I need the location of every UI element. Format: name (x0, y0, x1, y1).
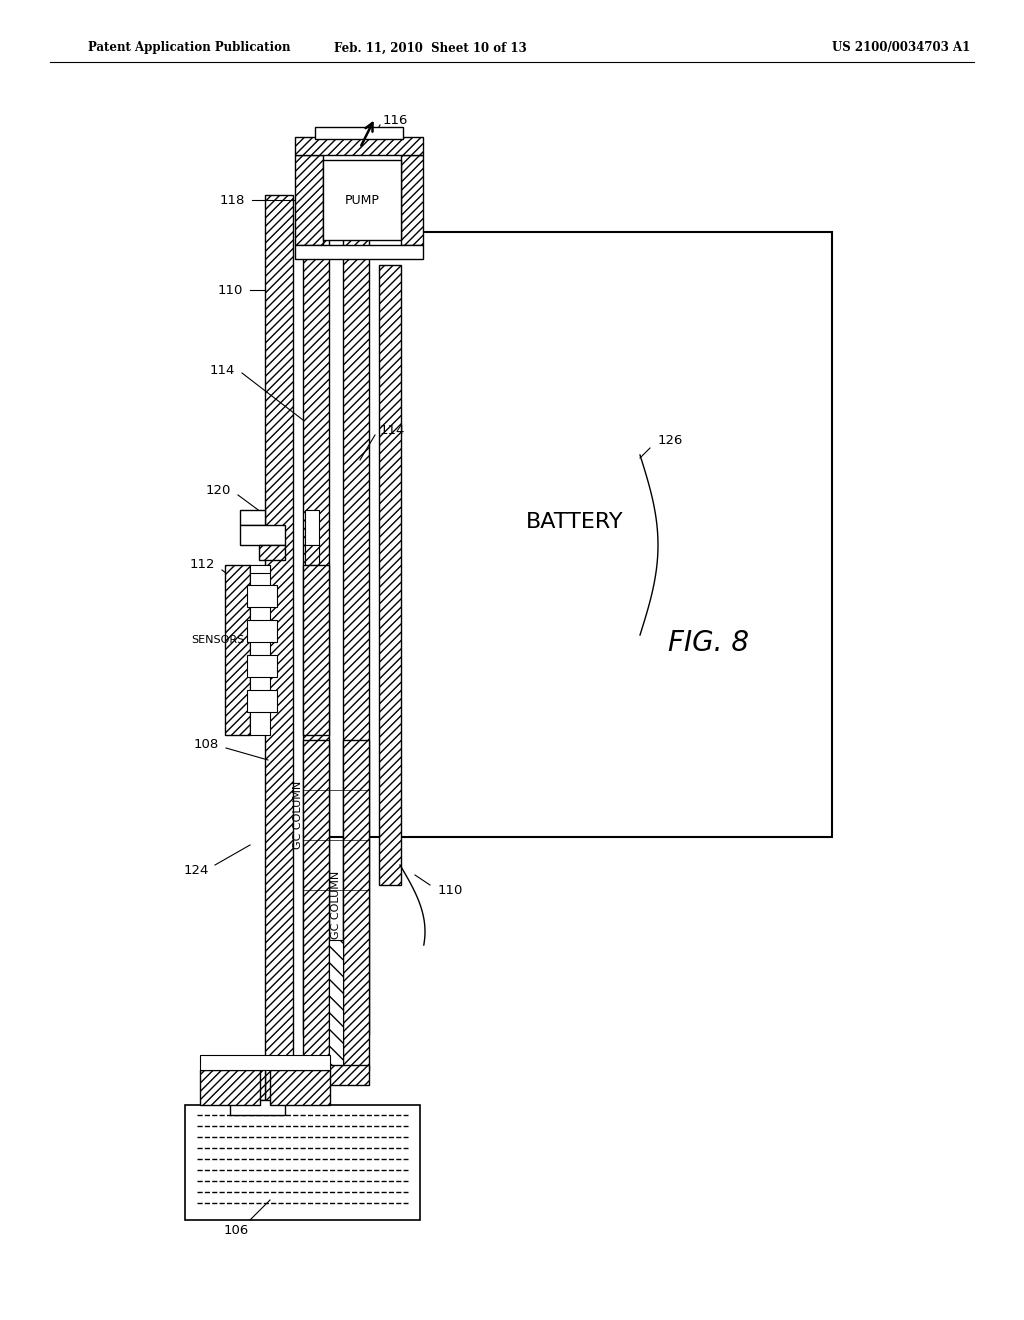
Text: 124: 124 (183, 863, 209, 876)
Text: 114: 114 (209, 363, 234, 376)
Bar (185, 1105, 420, 1220)
Bar (250, 1065, 265, 1100)
Bar (240, 525, 285, 545)
Text: SENSORS: SENSORS (191, 635, 245, 645)
Bar (303, 741, 329, 1071)
Bar (265, 195, 293, 1065)
Bar (303, 1065, 369, 1085)
Bar (305, 510, 319, 545)
Text: 126: 126 (657, 433, 683, 446)
Bar (230, 1100, 285, 1115)
Text: US 2100/0034703 A1: US 2100/0034703 A1 (831, 41, 970, 54)
Text: PUMP: PUMP (344, 194, 380, 206)
Bar (401, 154, 423, 246)
Text: Patent Application Publication: Patent Application Publication (88, 41, 291, 54)
Bar (295, 137, 423, 154)
Bar (295, 246, 423, 259)
Bar (323, 160, 401, 240)
Bar (295, 154, 323, 246)
Bar (315, 127, 403, 139)
Text: 118: 118 (219, 194, 245, 206)
Text: 116: 116 (382, 114, 408, 127)
Bar (270, 1071, 330, 1105)
Text: 110: 110 (437, 883, 463, 896)
Bar (379, 265, 401, 884)
Bar (240, 510, 265, 525)
Text: Feb. 11, 2010  Sheet 10 of 13: Feb. 11, 2010 Sheet 10 of 13 (334, 41, 526, 54)
Bar (225, 565, 250, 735)
Text: 106: 106 (223, 1224, 249, 1237)
Bar (247, 690, 278, 711)
Text: GC COLUMN: GC COLUMN (293, 781, 303, 849)
Text: 108: 108 (194, 738, 219, 751)
Text: 112: 112 (189, 558, 215, 572)
Text: GC COLUMN: GC COLUMN (331, 871, 341, 939)
Bar (305, 545, 319, 565)
Bar (247, 620, 278, 642)
Bar (303, 565, 329, 735)
Bar (200, 1055, 330, 1071)
Text: 114: 114 (379, 424, 404, 437)
Bar (250, 565, 270, 735)
Bar (303, 205, 329, 1035)
Text: 120: 120 (206, 483, 230, 496)
Text: 110: 110 (217, 284, 243, 297)
Bar (343, 205, 369, 1035)
Bar (247, 585, 278, 607)
Bar (318, 232, 831, 837)
Bar (200, 1071, 260, 1105)
Text: BATTERY: BATTERY (526, 512, 624, 532)
Bar (343, 741, 369, 1071)
Text: FIG. 8: FIG. 8 (668, 630, 750, 657)
Bar (259, 545, 285, 560)
Bar (247, 655, 278, 677)
Bar (250, 565, 270, 573)
Bar (265, 1065, 293, 1115)
Bar (329, 940, 343, 1071)
